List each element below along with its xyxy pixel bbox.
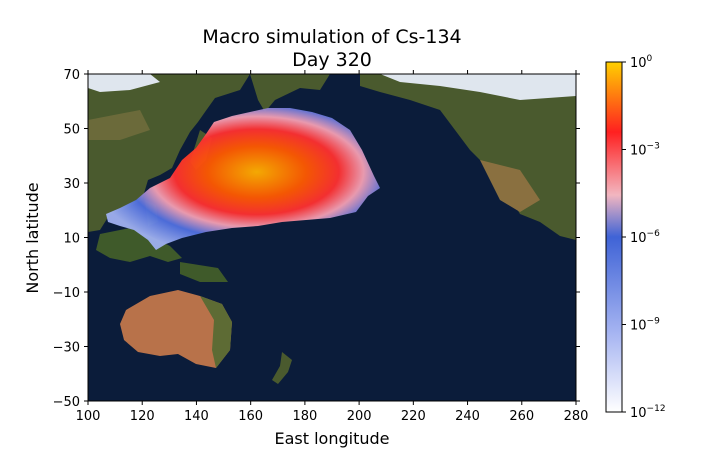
y-tick-label: −30 <box>53 341 80 356</box>
chart-title: Macro simulation of Cs-134 <box>202 26 462 48</box>
x-tick-label: 260 <box>509 409 534 424</box>
x-axis: 100 120 140 160 180 200 220 240 260 280 <box>76 70 589 424</box>
x-tick-label: 240 <box>455 409 480 424</box>
y-tick-label: 10 <box>63 232 80 247</box>
new-zealand <box>272 352 292 384</box>
y-tick-label: −10 <box>53 286 80 301</box>
x-axis-label: East longitude <box>275 429 390 448</box>
x-tick-label: 200 <box>347 409 372 424</box>
new-guinea <box>180 262 228 282</box>
arctic-snow <box>380 74 576 100</box>
colorbar <box>605 61 623 413</box>
x-tick-label: 140 <box>184 409 209 424</box>
colorbar-tick-label: 100 <box>630 54 653 71</box>
siberia-snow <box>88 74 160 92</box>
colorbar-ticks: 100 10−3 10−6 10−9 10−12 <box>622 54 666 421</box>
colorbar-tick-label: 10−6 <box>630 229 660 246</box>
y-axis: 70 50 30 10 −10 −30 −50 <box>53 68 580 410</box>
colorbar-tick-label: 10−12 <box>630 404 666 421</box>
kamchatka <box>250 74 330 112</box>
x-tick-label: 160 <box>238 409 263 424</box>
y-axis-label: North latitude <box>23 182 42 293</box>
y-tick-label: −50 <box>53 395 80 410</box>
colorbar-tick-label: 10−3 <box>630 142 660 159</box>
us-southwest <box>480 160 540 212</box>
y-tick-label: 70 <box>63 68 80 83</box>
y-tick-label: 30 <box>63 177 80 192</box>
x-tick-label: 220 <box>401 409 426 424</box>
x-tick-label: 100 <box>76 409 101 424</box>
y-tick-label: 50 <box>63 123 80 138</box>
australia <box>120 290 232 368</box>
australia-east-coast <box>200 296 232 368</box>
cesium-plume <box>106 108 380 250</box>
chart-subtitle: Day 320 <box>292 49 372 71</box>
x-tick-label: 280 <box>564 409 589 424</box>
x-tick-label: 180 <box>292 409 317 424</box>
indonesia-islands <box>96 228 182 262</box>
colorbar-tick-label: 10−9 <box>630 317 660 334</box>
x-tick-label: 120 <box>130 409 155 424</box>
china-plains <box>88 110 150 140</box>
